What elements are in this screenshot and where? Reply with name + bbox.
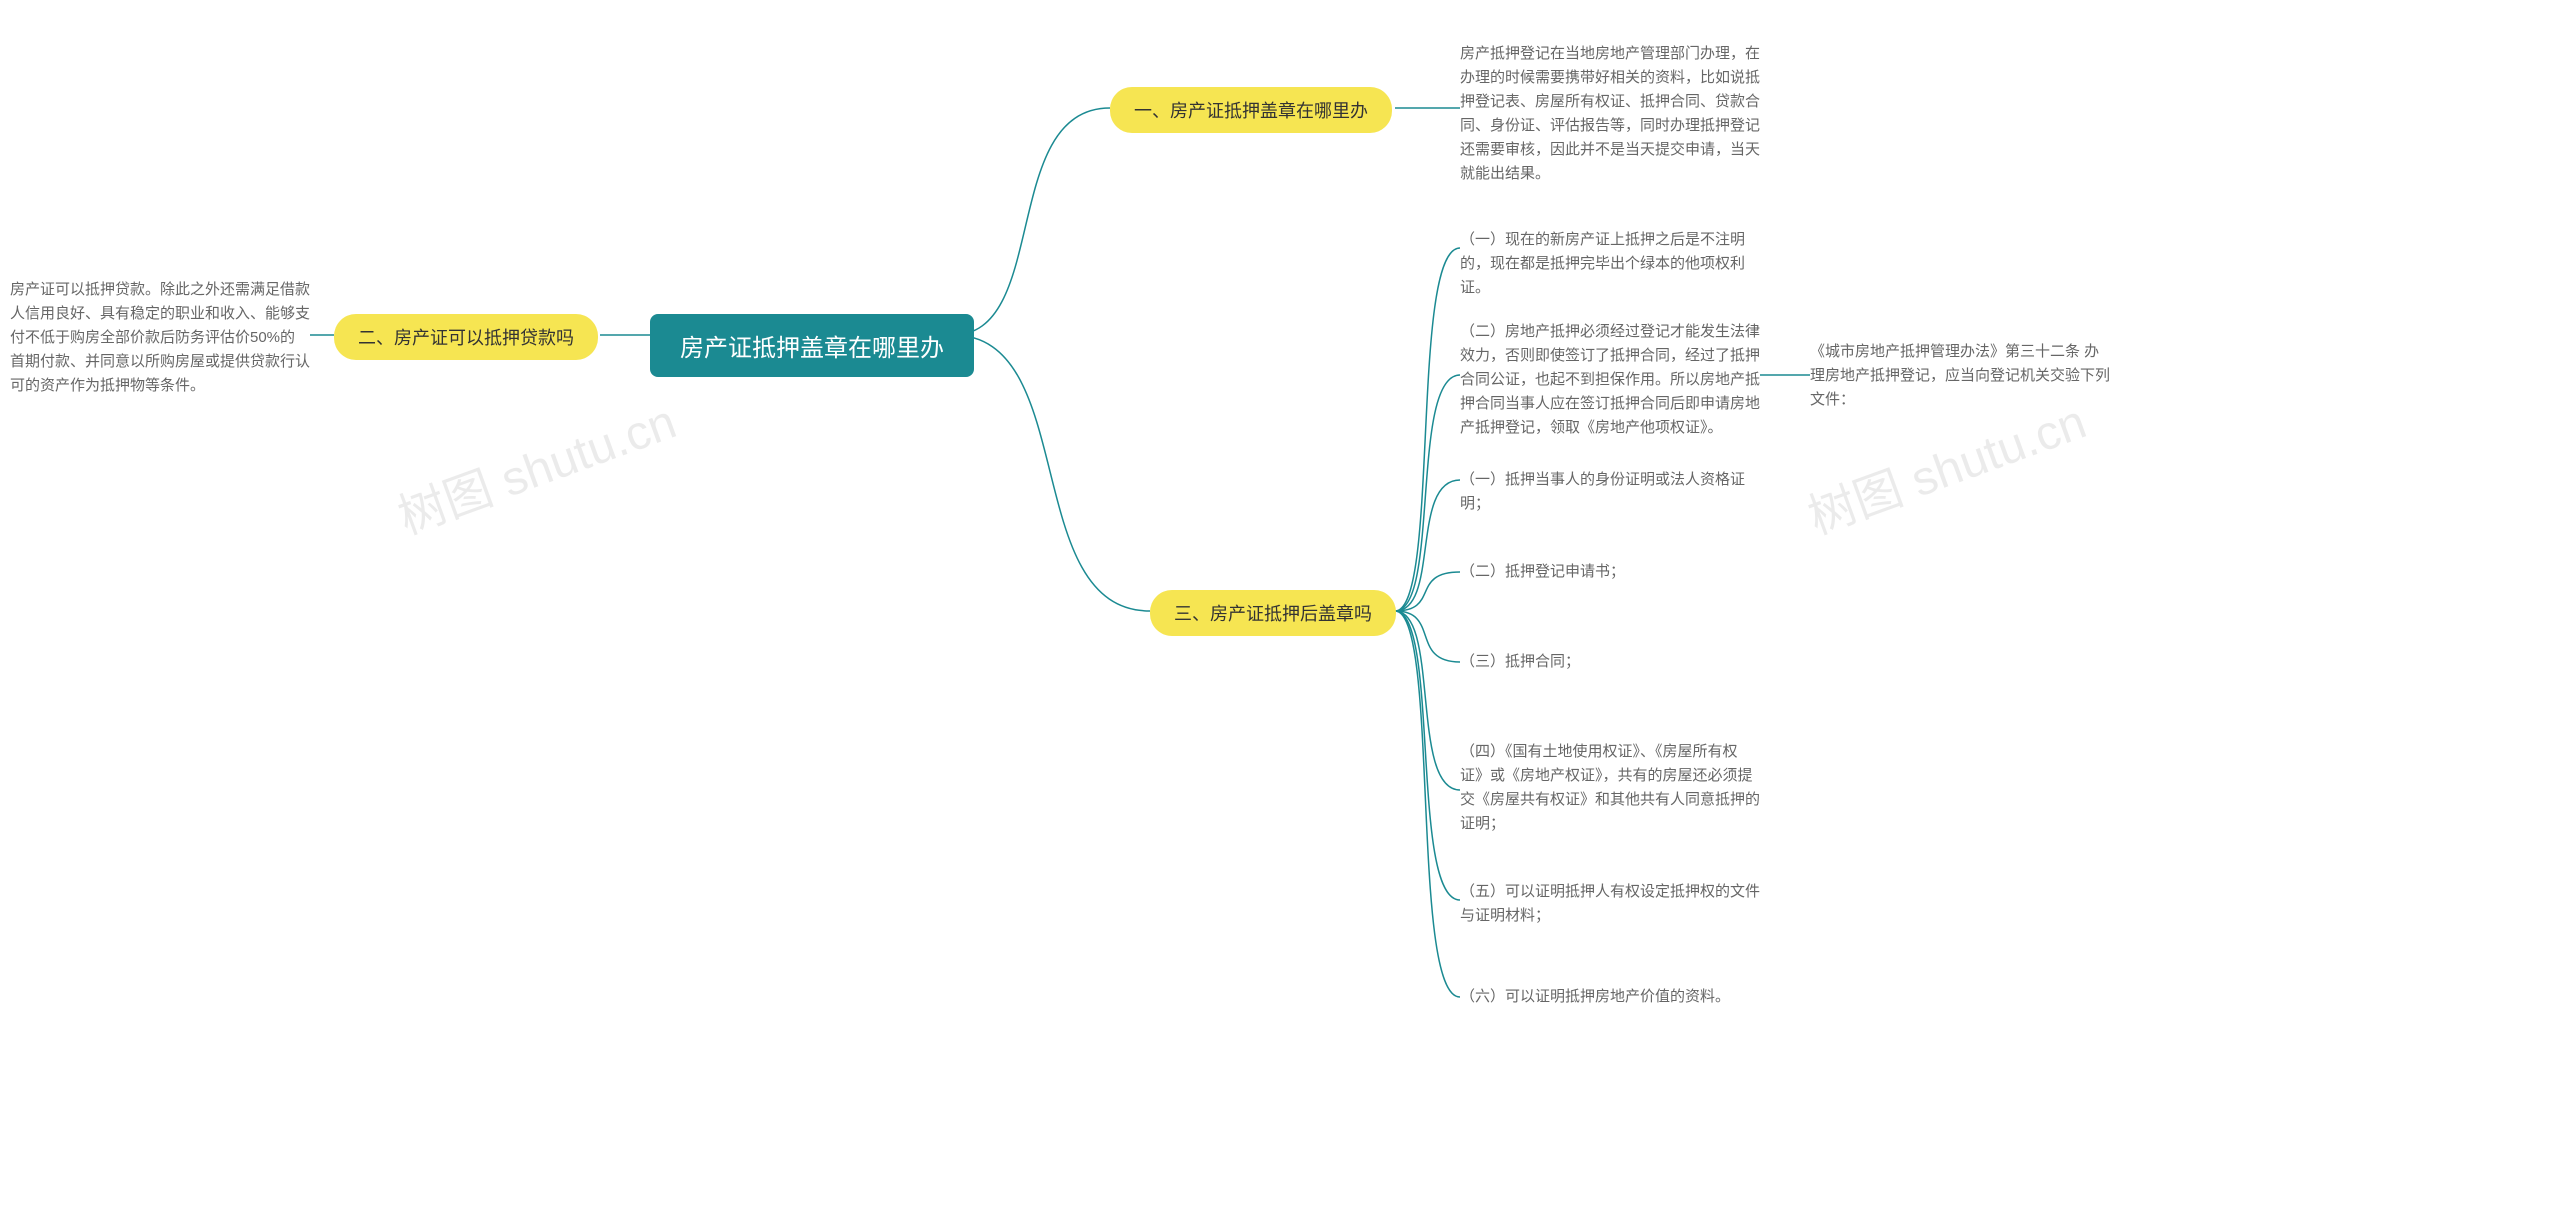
root-node[interactable]: 房产证抵押盖章在哪里办 bbox=[650, 314, 974, 377]
branch-3-leaf-2-sub: 《城市房地产抵押管理办法》第三十二条 办理房地产抵押登记，应当向登记机关交验下列… bbox=[1810, 340, 2110, 412]
branch-2[interactable]: 二、房产证可以抵押贷款吗 bbox=[334, 314, 598, 360]
branch-3-leaf-1: （一）现在的新房产证上抵押之后是不注明的，现在都是抵押完毕出个绿本的他项权利证。 bbox=[1460, 228, 1760, 300]
branch-1-leaf-1: 房产抵押登记在当地房地产管理部门办理，在办理的时候需要携带好相关的资料，比如说抵… bbox=[1460, 42, 1760, 186]
branch-3-leaf-4: （二）抵押登记申请书； bbox=[1460, 560, 1760, 584]
branch-3-leaf-2: （二）房地产抵押必须经过登记才能发生法律效力，否则即使签订了抵押合同，经过了抵押… bbox=[1460, 320, 1760, 440]
branch-1[interactable]: 一、房产证抵押盖章在哪里办 bbox=[1110, 87, 1392, 133]
branch-3[interactable]: 三、房产证抵押后盖章吗 bbox=[1150, 590, 1396, 636]
branch-3-leaf-5: （三）抵押合同； bbox=[1460, 650, 1760, 674]
branch-3-leaf-3: （一）抵押当事人的身份证明或法人资格证明； bbox=[1460, 468, 1760, 516]
branch-3-leaf-6: （四）《国有土地使用权证》、《房屋所有权证》或《房地产权证》，共有的房屋还必须提… bbox=[1460, 740, 1760, 836]
branch-2-leaf-1: 房产证可以抵押贷款。除此之外还需满足借款人信用良好、具有稳定的职业和收入、能够支… bbox=[10, 278, 310, 398]
watermark-1: 树图 shutu.cn bbox=[387, 382, 684, 547]
branch-3-leaf-8: （六）可以证明抵押房地产价值的资料。 bbox=[1460, 985, 1760, 1009]
branch-3-leaf-7: （五）可以证明抵押人有权设定抵押权的文件与证明材料； bbox=[1460, 880, 1760, 928]
